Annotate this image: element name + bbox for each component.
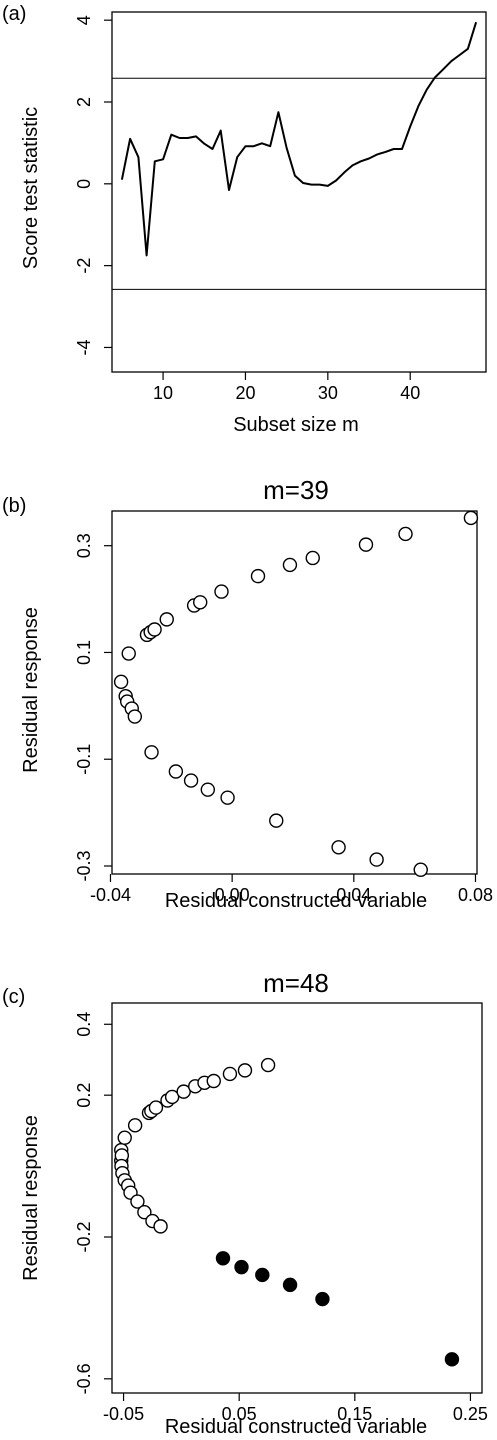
data-point-filled xyxy=(445,1353,458,1366)
panel-b-label: (b) xyxy=(2,495,26,517)
panel-a-reference-lines xyxy=(112,78,486,289)
y-tick-label: -2 xyxy=(74,258,94,274)
data-point xyxy=(238,1064,251,1077)
data-point xyxy=(149,1101,162,1114)
panel-c-points xyxy=(115,1059,459,1366)
data-point xyxy=(370,853,383,866)
x-tick-label: 0.04 xyxy=(336,885,371,905)
panel-b-points xyxy=(115,511,478,876)
data-point xyxy=(128,710,141,723)
y-tick-label: 0.2 xyxy=(74,1083,94,1108)
data-point xyxy=(122,647,135,660)
panel-c-xlabel: Residual constructed variable xyxy=(165,1416,427,1438)
y-tick-label: 0.4 xyxy=(74,1012,94,1037)
y-tick-label: -4 xyxy=(74,339,94,355)
data-point xyxy=(169,765,182,778)
panel-a-xlabel: Subset size m xyxy=(233,414,359,436)
x-tick-label: 30 xyxy=(318,383,338,403)
panel-c-frame xyxy=(112,1003,482,1393)
y-tick-label: -0.2 xyxy=(74,1221,94,1252)
data-point xyxy=(464,511,477,524)
data-point xyxy=(154,1220,167,1233)
panel-c-label: (c) xyxy=(2,986,25,1008)
panel-a-ylabel: Score test statistic xyxy=(20,107,42,269)
data-point xyxy=(118,1131,131,1144)
panel-a-series xyxy=(122,22,476,255)
y-tick-label: 2 xyxy=(74,97,94,107)
data-point xyxy=(145,746,158,759)
y-tick-label: -0.1 xyxy=(74,744,94,775)
data-point xyxy=(414,863,427,876)
panel-a: (a) Score test statistic Subset size m 1… xyxy=(2,3,486,436)
data-point xyxy=(160,613,173,626)
y-tick-label: 0 xyxy=(74,179,94,189)
data-point-filled xyxy=(284,1278,297,1291)
panel-c-title: m=48 xyxy=(263,968,329,998)
data-point xyxy=(270,814,283,827)
data-point xyxy=(262,1059,275,1072)
x-tick-label: 0.05 xyxy=(222,1404,257,1424)
panel-c-ylabel: Residual response xyxy=(20,1115,42,1281)
x-tick-label: -0.04 xyxy=(90,885,131,905)
data-point xyxy=(223,1067,236,1080)
x-tick-label: 20 xyxy=(235,383,255,403)
panel-a-frame xyxy=(112,12,486,372)
data-point xyxy=(201,783,214,796)
data-point xyxy=(207,1075,220,1088)
panel-b-ylabel: Residual response xyxy=(20,607,42,773)
y-tick-label: -0.3 xyxy=(74,850,94,881)
data-point xyxy=(252,570,265,583)
x-tick-label: 10 xyxy=(153,383,173,403)
panel-b: (b) m=39 Residual response Residual cons… xyxy=(2,475,493,912)
data-point xyxy=(215,585,228,598)
data-point xyxy=(194,596,207,609)
x-tick-label: 0.00 xyxy=(215,885,250,905)
data-point xyxy=(148,623,161,636)
x-tick-label: 0.08 xyxy=(458,885,493,905)
data-point xyxy=(306,551,319,564)
data-point xyxy=(332,841,345,854)
y-tick-label: 0.1 xyxy=(74,640,94,665)
y-tick-label: 0.3 xyxy=(74,533,94,558)
x-tick-label: 0.15 xyxy=(337,1404,372,1424)
panel-b-title: m=39 xyxy=(263,475,329,505)
y-tick-label: 4 xyxy=(74,15,94,25)
panel-a-label: (a) xyxy=(2,3,26,25)
x-tick-label: 0.25 xyxy=(453,1404,488,1424)
data-point xyxy=(115,675,128,688)
data-point xyxy=(129,1119,142,1132)
data-point xyxy=(359,538,372,551)
panel-b-xlabel: Residual constructed variable xyxy=(165,890,427,912)
x-tick-label: 40 xyxy=(400,383,420,403)
data-point-filled xyxy=(235,1261,248,1274)
data-point-filled xyxy=(316,1293,329,1306)
data-point-filled xyxy=(256,1268,269,1281)
panel-a-ticks: 10 20 30 40 -4 -2 0 2 4 xyxy=(74,15,420,403)
y-tick-label: -0.6 xyxy=(74,1363,94,1394)
series-line xyxy=(122,22,476,255)
data-point xyxy=(185,774,198,787)
data-point xyxy=(399,527,412,540)
data-point-filled xyxy=(217,1252,230,1265)
data-point xyxy=(283,558,296,571)
panel-c-ticks: -0.05 0.05 0.15 0.25 -0.6 -0.2 0.2 0.4 xyxy=(74,1012,488,1424)
data-point xyxy=(221,791,234,804)
x-tick-label: -0.05 xyxy=(103,1404,144,1424)
panel-c: (c) m=48 Residual response Residual cons… xyxy=(2,968,488,1438)
